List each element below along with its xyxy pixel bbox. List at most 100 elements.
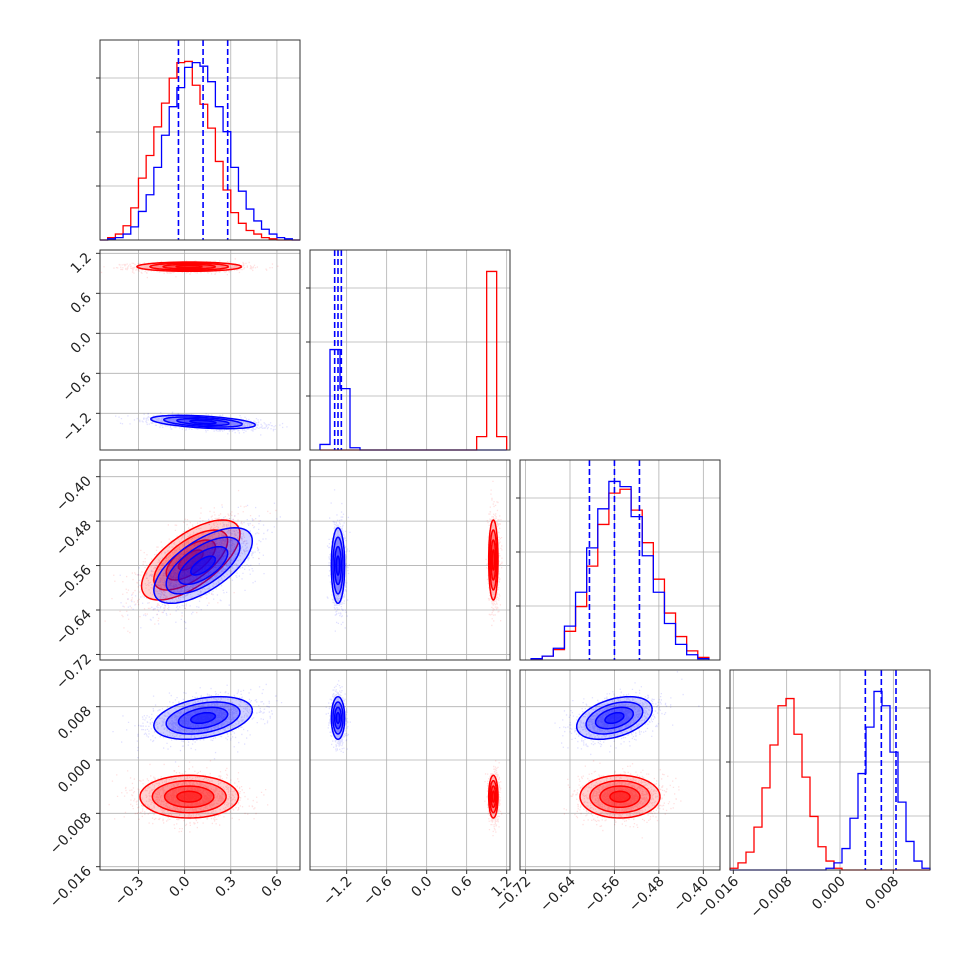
contour-blue [165, 536, 241, 595]
panel-0-3-frame [99, 669, 301, 871]
density-fill-red [163, 264, 216, 269]
contour-red [491, 790, 496, 803]
density-fill-red [580, 775, 660, 818]
contour-red [490, 539, 497, 581]
x-tick-label: −0.48 [626, 874, 668, 916]
diag-panel-3 [726, 670, 931, 871]
contour-blue [330, 695, 346, 741]
hist-blue-series [730, 690, 931, 871]
contour-blue [333, 706, 343, 730]
y-tick-label: 0.6 [68, 290, 95, 317]
x-tick-label: −0.3 [112, 874, 147, 909]
y-tick-label: −0.008 [47, 810, 95, 858]
contour-red [153, 529, 229, 591]
scatter-blue [119, 502, 281, 630]
panel-0-1 [100, 258, 288, 436]
x-tick-label: 0.3 [213, 874, 240, 901]
hist-red-series [729, 697, 930, 871]
density-fill-blue [334, 546, 342, 585]
x-tick-label: 0.6 [448, 873, 475, 900]
contour-blue [150, 414, 257, 430]
contour-red [139, 774, 240, 819]
density-fill-red [600, 786, 640, 808]
panel-0-1-frame [99, 249, 301, 451]
panel-1-2-frame [309, 459, 511, 661]
density-fill-blue [166, 702, 240, 734]
contour-red [487, 774, 499, 819]
contour-red [165, 539, 217, 581]
density-fill-red [176, 791, 202, 802]
density-fill-red [164, 786, 214, 808]
contour-red [176, 790, 203, 803]
contour-red [489, 529, 498, 591]
x-tick-label: −0.64 [537, 873, 579, 915]
contour-red [162, 263, 217, 270]
x-tick-label: −1.2 [320, 874, 355, 909]
panel-0-2 [104, 489, 281, 634]
contour-blue [604, 711, 625, 725]
contour-red [609, 790, 631, 803]
contour-blue [162, 416, 243, 428]
panel-2-3-frame [519, 669, 721, 871]
panel-1-3 [325, 680, 503, 837]
density-fill-blue [595, 707, 634, 729]
contour-red [163, 785, 215, 809]
hist-red-series [530, 488, 710, 660]
density-fill-blue [153, 696, 253, 740]
contour-blue [190, 555, 217, 576]
contour-red [487, 519, 499, 601]
y-tick-label: −0.016 [47, 863, 95, 911]
density-fill-blue [190, 556, 216, 575]
y-tick-label: −0.56 [53, 562, 95, 604]
contour-red [589, 779, 651, 814]
hist-blue-series [100, 61, 300, 241]
panel-1-3-grid [310, 670, 510, 870]
density-fill-blue [586, 702, 643, 734]
contour-blue [335, 711, 341, 725]
contour-red [149, 262, 230, 271]
x-tick-label: 0.0 [408, 874, 435, 901]
scatter-blue [325, 680, 351, 753]
contour-red [489, 779, 498, 814]
diag-panel-2-frame [519, 459, 721, 661]
contour-blue [594, 706, 635, 730]
diag-panel-3-frame [729, 669, 931, 871]
contour-blue [165, 701, 241, 735]
x-tick-label: 0.000 [809, 874, 849, 914]
hist-red-series [320, 270, 508, 451]
contour-blue [333, 545, 343, 586]
y-tick-label: 0.0 [68, 330, 95, 357]
density-fill-red [140, 775, 239, 818]
y-tick-label: −0.64 [53, 606, 95, 648]
density-fill-red [152, 780, 227, 813]
scatter-red [108, 760, 269, 833]
contour-red [579, 774, 661, 819]
density-fill-red [610, 791, 630, 802]
y-tick-label: −0.6 [59, 370, 94, 405]
scatter-red [563, 760, 682, 839]
x-tick-label: 0.0 [166, 874, 193, 901]
contour-red [599, 785, 641, 809]
panel-2-3-grid [520, 670, 720, 870]
y-tick-label: 0.008 [55, 703, 95, 743]
hist-red-series [100, 60, 300, 241]
density-fill-blue [153, 527, 253, 604]
y-tick-label: 0.000 [55, 757, 95, 797]
y-tick-label: −0.72 [53, 651, 95, 693]
contour-blue [575, 695, 653, 741]
x-tick-label: −0.008 [748, 874, 796, 922]
panel-2-3 [554, 671, 700, 839]
density-fill-red [491, 540, 496, 580]
panel-0-2-grid [100, 460, 300, 660]
panel-1-2-grid [310, 460, 510, 660]
diag-panel-0 [96, 40, 300, 241]
diag-panel-1 [306, 250, 510, 451]
density-fill-red [590, 780, 650, 813]
x-tick-label: −0.56 [582, 873, 624, 915]
y-tick-label: −0.48 [53, 518, 95, 560]
density-fill-blue [166, 537, 240, 594]
scatter-blue [326, 489, 351, 632]
y-tick-label: 1.2 [68, 250, 95, 277]
contour-blue [153, 695, 254, 741]
